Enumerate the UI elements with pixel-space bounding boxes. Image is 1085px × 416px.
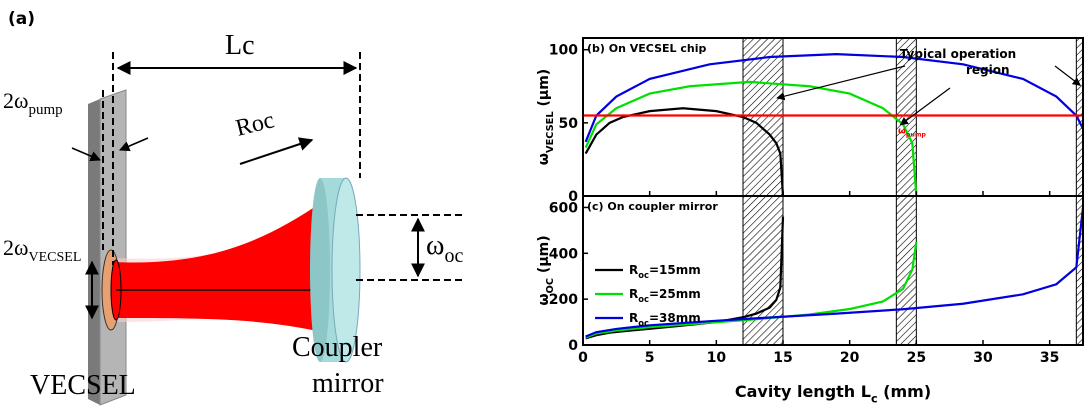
plot-frame xyxy=(582,195,1084,346)
y-axis-label: ωOC (μm) xyxy=(536,235,556,305)
legend-label: Roc=25mm xyxy=(629,287,701,304)
x-tick-label: 25 xyxy=(907,350,926,366)
label-base: 2ω xyxy=(3,88,28,113)
y-axis-label: ωVECSEL (μm) xyxy=(536,69,556,165)
mirror-back xyxy=(310,178,330,362)
x-tick-label: 15 xyxy=(773,350,792,366)
chip-label: VECSEL xyxy=(30,370,136,401)
operation-region xyxy=(742,38,784,196)
length-label: Lc xyxy=(225,30,255,61)
pump-label: 2ωpump xyxy=(3,88,63,118)
x-tick-label: 20 xyxy=(840,350,860,366)
y-tick-label: 200 xyxy=(549,292,578,308)
x-tick-label: 0 xyxy=(578,350,588,366)
label-base: 2ω xyxy=(3,235,28,260)
annotation: region xyxy=(966,63,1010,77)
label-sub: oc xyxy=(638,318,649,328)
x-axis-label: Cavity length Lc (mm) xyxy=(735,382,931,406)
mirror-label: Coupler xyxy=(292,332,383,363)
annotation-arrow xyxy=(776,65,906,101)
laser-beam xyxy=(112,202,322,332)
chip-side xyxy=(88,99,100,405)
mirror-front xyxy=(331,177,361,363)
label-sub: oc xyxy=(638,270,649,280)
oc-spot-label: ωoc xyxy=(426,230,463,267)
label-base: Cavity length L xyxy=(735,382,871,401)
label-rest: =15mm xyxy=(649,263,701,277)
x-tick-label: 30 xyxy=(973,350,993,366)
series-label: ωpump xyxy=(898,127,926,139)
legend-label: Roc=38mm xyxy=(629,311,701,328)
label-rest: =38mm xyxy=(649,311,701,325)
annotation-arrow xyxy=(1054,65,1082,86)
label-base: ω xyxy=(898,127,906,137)
label-base: ω xyxy=(536,153,552,165)
y-tick-label: 0 xyxy=(568,338,578,354)
panel-label: (a) xyxy=(8,9,35,29)
x-tick-label: 10 xyxy=(707,350,727,366)
label-base: R xyxy=(629,263,638,277)
label-sub: pump xyxy=(28,102,62,118)
operation-region xyxy=(895,196,917,345)
radius-label: Roc xyxy=(233,107,277,142)
annotation: Typical operation xyxy=(900,47,1016,61)
label-rest: (μm) xyxy=(536,69,552,112)
y-tick-label: 50 xyxy=(559,116,579,132)
label-base: R xyxy=(629,287,638,301)
y-tick-label: 100 xyxy=(549,43,578,59)
chip-face xyxy=(99,89,127,406)
operation-region xyxy=(742,196,784,345)
curve xyxy=(584,80,918,196)
legend-label: Roc=15mm xyxy=(629,263,701,280)
plot-frame xyxy=(582,37,1084,197)
label-base: ω xyxy=(426,230,444,261)
chip-spot-label: 2ωVECSEL xyxy=(3,235,81,265)
label-sub: oc xyxy=(444,245,463,267)
radius-arrow xyxy=(239,137,314,165)
y-tick-label: 0 xyxy=(568,189,578,205)
panel-label: (c) On coupler mirror xyxy=(587,200,718,213)
y-tick-label: 600 xyxy=(549,200,578,216)
operation-region xyxy=(895,38,917,196)
label-sub: c xyxy=(871,393,878,406)
label-sub: VECSEL xyxy=(545,111,556,153)
label-rest: =25mm xyxy=(649,287,701,301)
label-sub: oc xyxy=(638,294,649,304)
diagram: (a) Lc 2ωpump Roc ωoc 2ωVECSEL VECSEL Co… xyxy=(3,9,463,406)
panel-label: (b) On VECSEL chip xyxy=(587,42,706,55)
curve xyxy=(584,52,1083,143)
label-rest: (μm) xyxy=(536,235,552,278)
y-tick-label: 400 xyxy=(549,246,578,262)
curve xyxy=(584,107,785,196)
mirror-label: mirror xyxy=(312,368,384,399)
pump-arrow xyxy=(119,137,149,152)
label-base: ω xyxy=(536,293,552,305)
curve xyxy=(585,207,1083,338)
label-rest: (mm) xyxy=(878,382,932,401)
x-tick-label: 5 xyxy=(645,350,655,366)
x-tick-label: 35 xyxy=(1040,350,1059,366)
label-sub: OC xyxy=(545,278,556,294)
label-sub: pump xyxy=(906,132,927,139)
pump-arrow xyxy=(71,147,101,162)
label-base: R xyxy=(629,311,638,325)
operation-region xyxy=(1075,196,1083,345)
annotation-arrow xyxy=(899,87,951,126)
label-sub: VECSEL xyxy=(28,250,81,265)
